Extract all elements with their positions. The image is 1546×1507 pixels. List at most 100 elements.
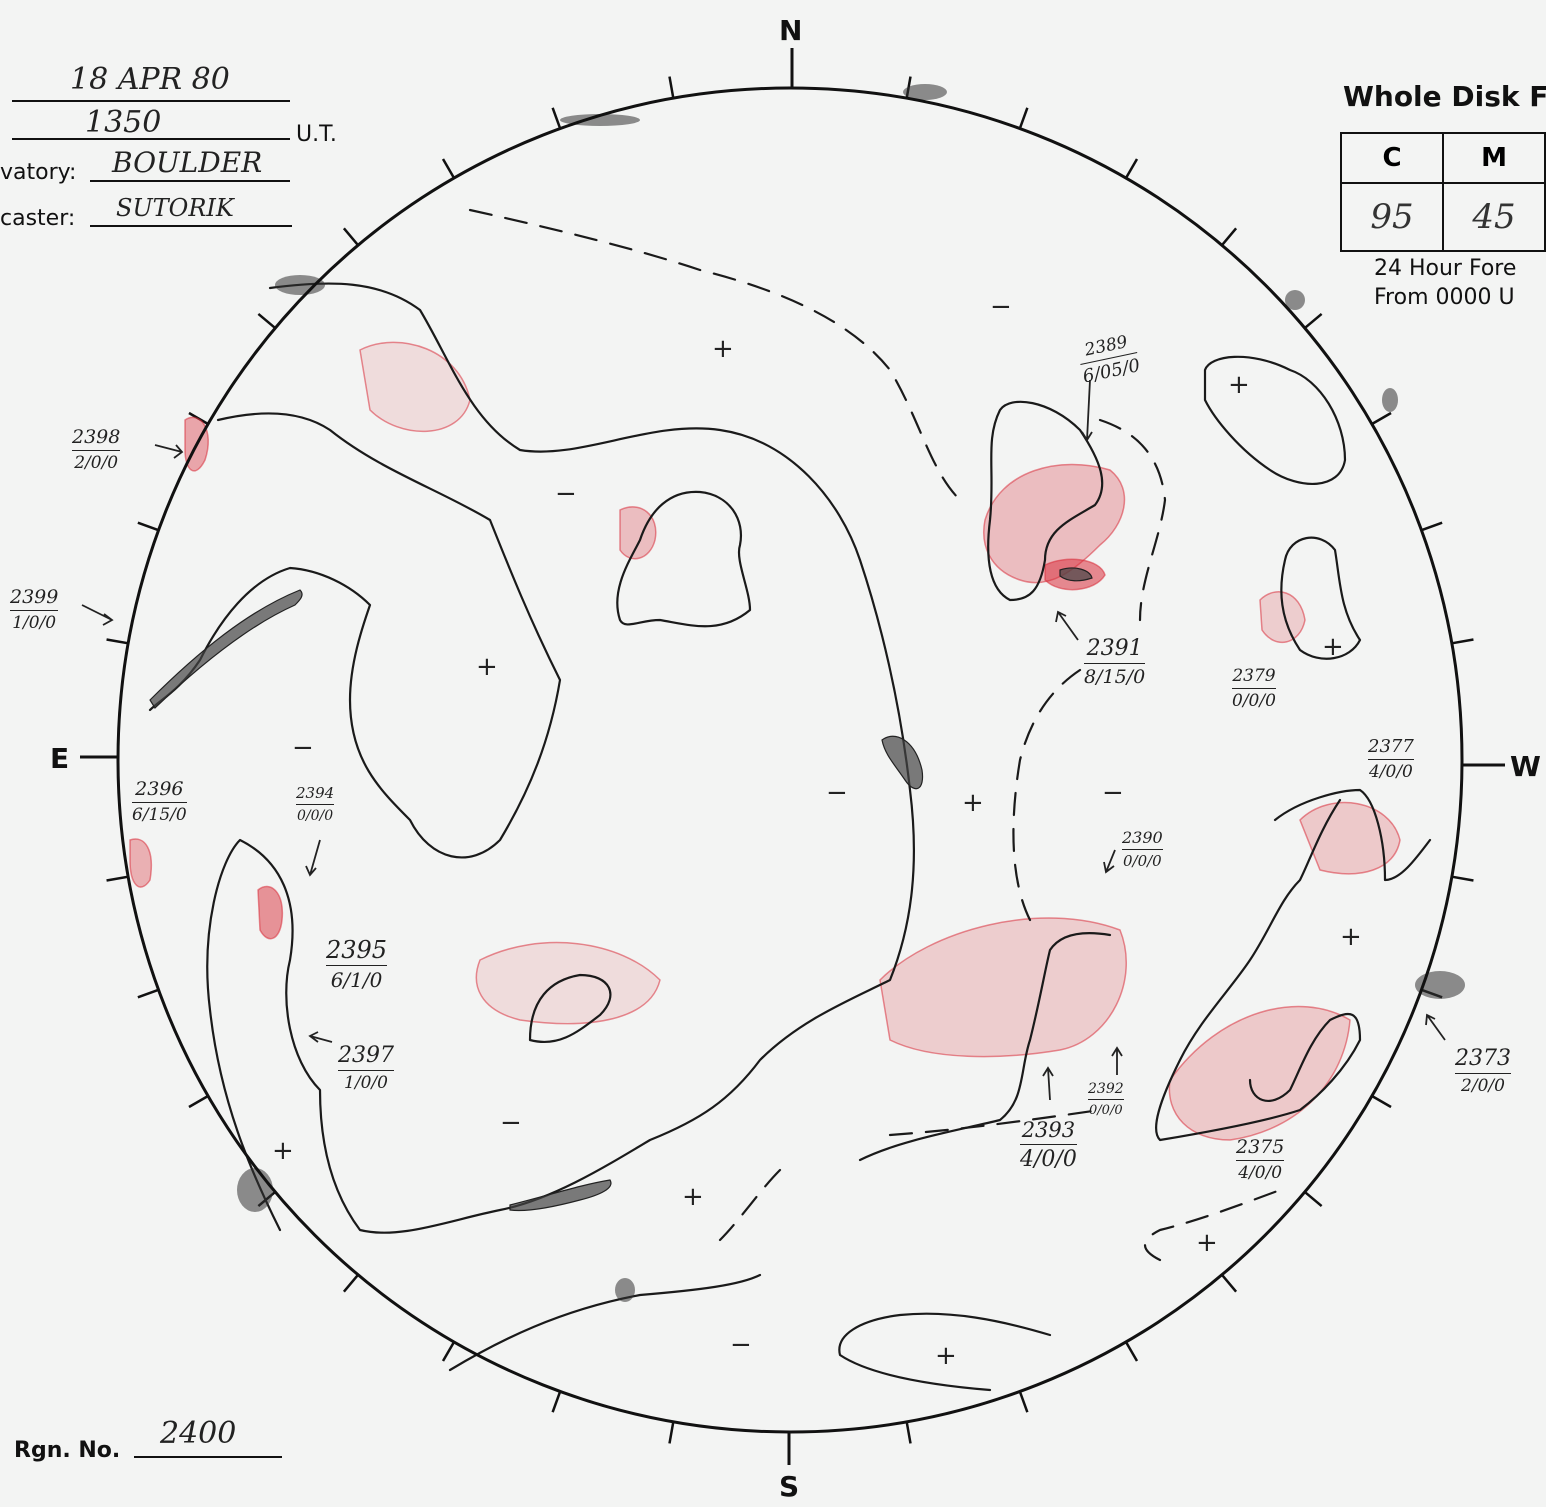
polarity-plus: + [1340,922,1362,952]
disk-limb [116,86,1464,1434]
limb-tick [106,638,129,645]
limb-tick [342,227,360,247]
prominence-west [1415,971,1465,999]
polarity-plus: + [935,1341,957,1371]
region-class: 1/0/0 [344,1073,388,1093]
forecaster-label: caster: [0,206,76,231]
prominence-northwest [1285,290,1305,310]
polarity-minus: − [730,1330,752,1360]
forecast-line-2: From 0000 U [1374,285,1515,310]
region-class: 0/0/0 [1232,691,1276,711]
dashed-loop-southwest [1143,1188,1282,1262]
plage-2391 [983,463,1126,584]
limb-tick [905,1421,912,1444]
region-number: 2395 [326,936,388,966]
region-class: 2/0/0 [1461,1076,1505,1096]
region-number: 2397 [338,1045,394,1071]
limb-tick [1018,107,1029,129]
polarity-minus: − [1102,778,1124,808]
limb-tick [1124,158,1139,179]
forecast-line-1: 24 Hour Fore [1374,256,1517,281]
limb-tick [551,107,562,129]
region-class: 6/15/0 [132,805,187,825]
compass-east: E [50,742,70,775]
limb-tick [188,1094,209,1109]
limb-tick [668,1421,675,1444]
arrow-2398 [154,444,184,459]
forecaster-rule [90,225,292,227]
region-class: 0/0/0 [1089,1103,1123,1118]
region-label-2392: 2392 0/0/0 [1088,1082,1124,1117]
forecaster-value: SUTORIK [116,194,234,222]
plage-2379 [1259,591,1306,644]
region-class: 4/0/0 [1368,762,1413,782]
region-class: 4/0/0 [1020,1147,1077,1172]
arrow-2373 [1425,1013,1446,1041]
date-rule [12,100,290,102]
arrow-2392 [1111,1046,1123,1075]
polarity-minus: − [555,479,577,509]
neutral-loop-2389 [987,400,1104,602]
limb-tick [137,988,159,999]
limb-tick [1371,1094,1392,1109]
polarity-minus: − [826,778,848,808]
compass-north: N [779,14,803,47]
dashed-line-south [718,1168,782,1242]
region-label-2375: 2375 4/0/0 [1236,1138,1285,1182]
limb-tick [342,1273,360,1293]
plage-2377 [1299,801,1401,875]
observatory-value: BOULDER [112,146,263,179]
region-label-2377: 2377 4/0/0 [1368,738,1414,781]
neutral-line-2375 [1155,798,1362,1142]
limb-tick [106,875,129,882]
limb-tick [441,1341,456,1362]
neutral-loop-northwest [1203,355,1347,486]
region-number: 2394 [296,786,335,805]
region-number: 2375 [1236,1138,1285,1161]
limb-tick [1018,1391,1029,1413]
plage-2396 [129,838,152,888]
polarity-plus: + [682,1182,704,1212]
region-label-2394: 2394 0/0/0 [296,786,335,823]
limb-tick [137,521,159,532]
neutral-line-2393 [858,932,1112,1162]
prominence-south [615,1278,635,1302]
limb-tick [1421,521,1443,532]
region-label-2391: 2391 8/15/0 [1084,638,1146,688]
prominence-northeast [275,275,325,295]
region-label-2398: 2398 2/0/0 [72,428,121,472]
plage-northeast [359,341,471,432]
class-c-value: 95 [1340,182,1444,252]
limb-tick [1303,1190,1323,1208]
limb-tick [1220,1273,1238,1293]
region-label-2396: 2396 6/15/0 [132,780,187,824]
observatory-rule [90,180,290,182]
limb-tick [257,312,277,330]
region-label-2393: 2393 4/0/0 [1020,1120,1077,1171]
region-number: 2399 [10,588,59,611]
date-value: 18 APR 80 [70,62,230,97]
region-label-2379: 2379 0/0/0 [1232,668,1276,710]
plage-areas [129,341,1401,1141]
plage-southeast [475,941,661,1025]
neutral-loop-far-south [838,1312,1052,1392]
region-count-label: Rgn. No. [14,1438,121,1463]
region-number: 2390 [1122,830,1163,850]
region-arrows [81,379,1446,1101]
polarity-plus: + [712,334,734,364]
plage-2393 [879,917,1128,1058]
region-number: 2379 [1232,668,1276,689]
limb-tick [1220,227,1238,247]
neutral-line-south [448,1273,762,1372]
polarity-plus: + [1228,370,1250,400]
polarity-minus: − [990,292,1012,322]
region-number: 2392 [1088,1082,1124,1100]
limb-tick [551,1391,562,1413]
region-class: 8/15/0 [1084,666,1146,688]
neutral-lines [148,282,1432,1392]
arrow-2399 [81,604,114,626]
region-label-2373: 2373 2/0/0 [1455,1048,1511,1095]
time-value: 1350 [85,105,162,140]
arrow-2394 [305,839,321,877]
